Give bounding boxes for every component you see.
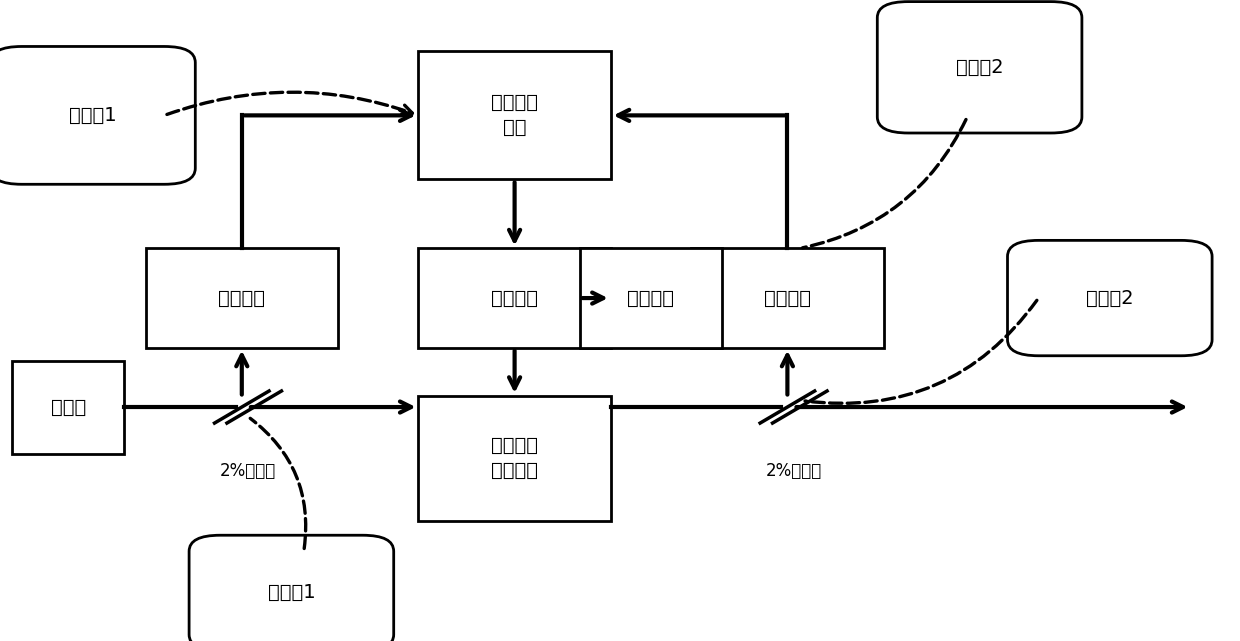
FancyBboxPatch shape xyxy=(146,249,337,348)
Text: 电压表2: 电压表2 xyxy=(956,58,1003,77)
FancyBboxPatch shape xyxy=(692,249,883,348)
Text: 功率计2: 功率计2 xyxy=(1086,288,1133,308)
Text: 光电转换: 光电转换 xyxy=(218,288,265,308)
FancyBboxPatch shape xyxy=(188,535,394,641)
FancyBboxPatch shape xyxy=(0,47,196,185)
FancyBboxPatch shape xyxy=(878,2,1081,133)
Text: 泥酸锂电
光调制器: 泥酸锂电 光调制器 xyxy=(491,437,538,480)
FancyBboxPatch shape xyxy=(418,396,610,520)
FancyBboxPatch shape xyxy=(12,360,124,454)
Text: 驱动电路: 驱动电路 xyxy=(491,288,538,308)
Text: 2%分光片: 2%分光片 xyxy=(765,462,822,479)
Text: 偏置控制: 偏置控制 xyxy=(627,288,675,308)
Text: 功率计1: 功率计1 xyxy=(268,583,315,603)
Text: 激光器: 激光器 xyxy=(51,397,86,417)
Text: 电压比较
电路: 电压比较 电路 xyxy=(491,94,538,137)
Text: 电压表1: 电压表1 xyxy=(69,106,117,125)
FancyBboxPatch shape xyxy=(1007,240,1213,356)
Text: 2%分光片: 2%分光片 xyxy=(219,462,277,479)
Text: 光电转换: 光电转换 xyxy=(764,288,811,308)
FancyBboxPatch shape xyxy=(418,51,610,179)
FancyBboxPatch shape xyxy=(580,249,722,348)
FancyBboxPatch shape xyxy=(418,249,610,348)
